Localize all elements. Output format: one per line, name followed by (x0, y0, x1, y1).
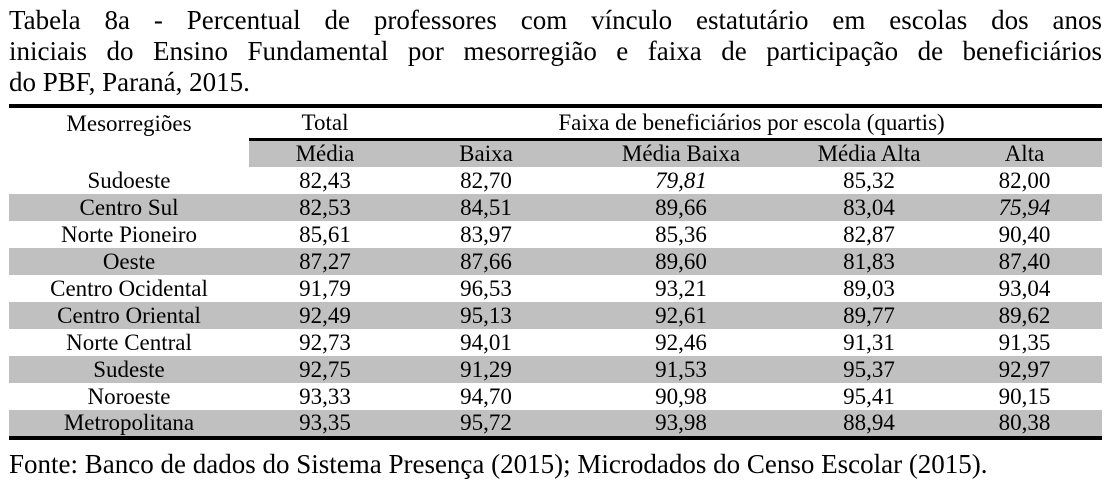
cell: 91,79 (249, 275, 401, 302)
cell: 85,32 (791, 167, 947, 194)
data-table: Mesorregiões Total Faixa de beneficiário… (9, 104, 1102, 440)
cell: 91,53 (571, 356, 791, 383)
cell: 90,98 (571, 383, 791, 410)
document-page: Tabela 8a - Percentual de professores co… (9, 5, 1102, 479)
cell: 95,72 (401, 410, 571, 438)
cell: 89,60 (571, 248, 791, 275)
cell: 80,38 (947, 410, 1102, 438)
subheader-baixa: Baixa (401, 139, 571, 167)
cell: 95,37 (791, 356, 947, 383)
cell: 93,98 (571, 410, 791, 438)
row-label: Oeste (9, 248, 249, 275)
cell: 84,51 (401, 194, 571, 221)
row-label: Noroeste (9, 383, 249, 410)
cell: 91,31 (791, 329, 947, 356)
empty-header-cell (9, 139, 249, 167)
table-row: Norte Central 92,73 94,01 92,46 91,31 91… (9, 329, 1102, 356)
cell: 92,73 (249, 329, 401, 356)
subheader-alta: Alta (947, 139, 1102, 167)
cell: 85,61 (249, 221, 401, 248)
cell: 88,94 (791, 410, 947, 438)
row-label: Centro Ocidental (9, 275, 249, 302)
cell: 89,66 (571, 194, 791, 221)
caption-line-3: do PBF, Paraná, 2015. (9, 67, 250, 97)
table-row: Centro Ocidental 91,79 96,53 93,21 89,03… (9, 275, 1102, 302)
subheader-media-baixa: Média Baixa (571, 139, 791, 167)
cell: 89,77 (791, 302, 947, 329)
cell: 87,66 (401, 248, 571, 275)
table-row: Metropolitana 93,35 95,72 93,98 88,94 80… (9, 410, 1102, 438)
cell: 95,41 (791, 383, 947, 410)
col-header-total: Total (249, 106, 401, 141)
row-label: Sudeste (9, 356, 249, 383)
caption-line-2: iniciais do Ensino Fundamental por mesor… (9, 36, 1102, 66)
header-row-1: Mesorregiões Total Faixa de beneficiário… (9, 106, 1102, 141)
header-row-2: Média Baixa Média Baixa Média Alta Alta (9, 139, 1102, 167)
cell: 93,04 (947, 275, 1102, 302)
cell: 92,97 (947, 356, 1102, 383)
row-label: Centro Sul (9, 194, 249, 221)
cell: 92,75 (249, 356, 401, 383)
col-header-mesorregioes: Mesorregiões (66, 110, 192, 136)
cell: 89,62 (947, 302, 1102, 329)
cell: 91,29 (401, 356, 571, 383)
cell: 82,53 (249, 194, 401, 221)
cell: 85,36 (571, 221, 791, 248)
cell: 87,40 (947, 248, 1102, 275)
row-label: Sudoeste (9, 167, 249, 194)
cell: 83,04 (791, 194, 947, 221)
cell: 90,40 (947, 221, 1102, 248)
table-header: Mesorregiões Total Faixa de beneficiário… (9, 106, 1102, 167)
cell: 93,35 (249, 410, 401, 438)
caption-line-1: Tabela 8a - Percentual de professores co… (9, 5, 1102, 35)
cell: 94,70 (401, 383, 571, 410)
row-label: Norte Pioneiro (9, 221, 249, 248)
source-note: Fonte: Banco de dados do Sistema Presenç… (9, 449, 988, 479)
cell: 92,61 (571, 302, 791, 329)
table-row: Sudoeste 82,43 82,70 79,81 85,32 82,00 (9, 167, 1102, 194)
row-label: Centro Oriental (9, 302, 249, 329)
cell: 87,27 (249, 248, 401, 275)
cell: 94,01 (401, 329, 571, 356)
table-row: Sudeste 92,75 91,29 91,53 95,37 92,97 (9, 356, 1102, 383)
cell: 91,35 (947, 329, 1102, 356)
table-row: Centro Sul 82,53 84,51 89,66 83,04 75,94 (9, 194, 1102, 221)
table-row: Norte Pioneiro 85,61 83,97 85,36 82,87 9… (9, 221, 1102, 248)
table-caption: Tabela 8a - Percentual de professores co… (9, 5, 1102, 98)
cell: 79,81 (571, 167, 791, 194)
table-body: Sudoeste 82,43 82,70 79,81 85,32 82,00 C… (9, 167, 1102, 438)
cell: 82,00 (947, 167, 1102, 194)
row-label: Norte Central (9, 329, 249, 356)
cell: 82,43 (249, 167, 401, 194)
cell: 95,13 (401, 302, 571, 329)
table-row: Centro Oriental 92,49 95,13 92,61 89,77 … (9, 302, 1102, 329)
cell: 82,70 (401, 167, 571, 194)
table-row: Noroeste 93,33 94,70 90,98 95,41 90,15 (9, 383, 1102, 410)
row-label: Metropolitana (9, 410, 249, 438)
cell: 83,97 (401, 221, 571, 248)
col-header-faixa-quartis: Faixa de beneficiários por escola (quart… (401, 106, 1102, 141)
cell: 81,83 (791, 248, 947, 275)
cell: 92,46 (571, 329, 791, 356)
cell: 89,03 (791, 275, 947, 302)
table-row: Oeste 87,27 87,66 89,60 81,83 87,40 (9, 248, 1102, 275)
subheader-media: Média (249, 139, 401, 167)
cell: 96,53 (401, 275, 571, 302)
cell: 93,33 (249, 383, 401, 410)
cell: 90,15 (947, 383, 1102, 410)
cell: 82,87 (791, 221, 947, 248)
subheader-media-alta: Média Alta (791, 139, 947, 167)
cell: 75,94 (947, 194, 1102, 221)
cell: 92,49 (249, 302, 401, 329)
cell: 93,21 (571, 275, 791, 302)
